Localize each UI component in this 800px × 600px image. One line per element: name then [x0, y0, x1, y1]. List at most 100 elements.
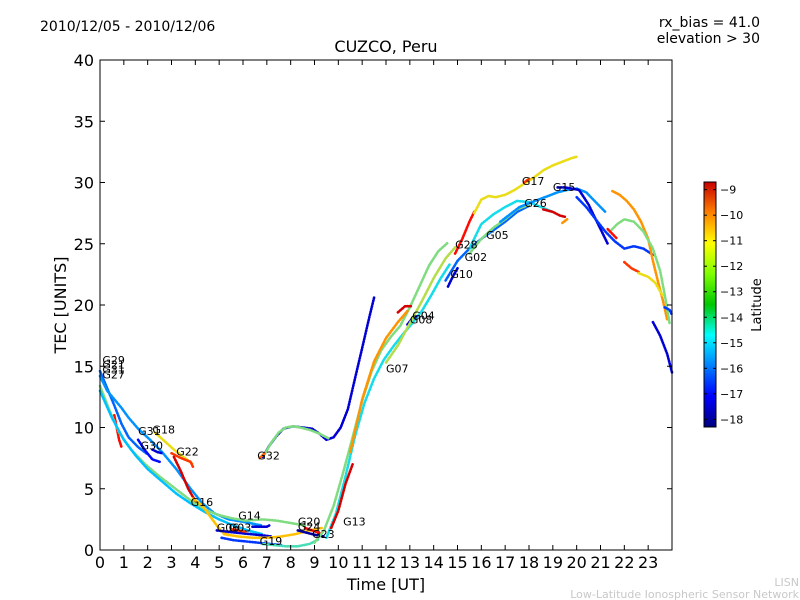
x-tick-label: 14	[423, 553, 443, 572]
satellite-label: G06	[217, 522, 240, 535]
tec-trace-44	[606, 227, 619, 241]
tec-trace-8	[98, 389, 264, 536]
satellite-label: G31	[138, 425, 161, 438]
tec-trace-34	[468, 199, 555, 250]
satellite-label: G29	[102, 354, 125, 367]
tec-trace-41	[575, 195, 655, 257]
y-tick-label: 0	[84, 541, 94, 560]
x-tick-label: 12	[376, 553, 396, 572]
x-tick-label: 15	[447, 553, 467, 572]
tec-trace-32	[453, 210, 476, 255]
satellite-label: G05	[486, 229, 509, 242]
satellite-label: G02	[465, 251, 488, 264]
satellite-label: G30	[141, 440, 164, 453]
satellite-label: G27	[102, 369, 125, 382]
tec-trace-27	[396, 304, 414, 314]
satellite-label: G22	[176, 446, 199, 459]
x-tick-label: 7	[262, 553, 272, 572]
colorbar-tick-label: −10	[720, 209, 743, 222]
tec-trace-12	[170, 451, 195, 469]
satellite-label: G08	[410, 313, 433, 326]
colorbar-tick-label: −11	[720, 235, 743, 248]
tec-trace-38	[556, 186, 610, 246]
x-tick-label: 4	[190, 553, 200, 572]
x-tick-label: 10	[328, 553, 348, 572]
x-tick-label: 9	[309, 553, 319, 572]
date-range: 2010/12/05 - 2010/12/06	[40, 19, 215, 35]
tec-trace-3	[258, 451, 266, 460]
satellite-label: G26	[524, 197, 547, 210]
satellite-label: G20	[298, 516, 321, 529]
tec-trace-20	[251, 524, 271, 529]
x-axis: 0 1 2 3 4 5 6 7 8 9 10 11 12 13 14 15 16 17 18 19 20 21 22 23	[95, 60, 658, 572]
satellite-label: G19	[260, 535, 283, 548]
plot-layer	[98, 155, 674, 548]
x-tick-label: 8	[286, 553, 296, 572]
tec-trace-22	[303, 526, 321, 535]
tec-trace-19	[222, 526, 323, 540]
y-tick-label: 40	[74, 51, 94, 70]
colorbar-tick-label: −18	[720, 413, 743, 426]
y-tick-label: 30	[74, 174, 94, 193]
satellite-label: G03	[229, 522, 252, 535]
x-tick-label: 16	[471, 553, 491, 572]
satellite-label: G15	[553, 181, 576, 194]
x-tick-label: 21	[590, 553, 610, 572]
satellite-label: G07	[386, 362, 409, 375]
satellite-label: G31	[102, 364, 125, 377]
tec-trace-45	[622, 260, 640, 274]
colorbar-tick-label: −14	[720, 311, 743, 324]
tec-trace-47	[651, 320, 674, 374]
rx-bias: rx_bias = 41.0	[659, 15, 760, 31]
tec-trace-40	[561, 218, 569, 225]
tec-trace-48	[663, 306, 674, 317]
x-tick-label: 20	[566, 553, 586, 572]
y-tick-label: 20	[74, 296, 94, 315]
x-tick-label: 23	[638, 553, 658, 572]
tec-trace-26	[348, 309, 409, 454]
tec-trace-15	[215, 529, 273, 538]
x-tick-label: 2	[143, 553, 153, 572]
satellite-label: G16	[191, 496, 214, 509]
satellite-label: G24	[298, 520, 321, 533]
x-tick-label: 5	[214, 553, 224, 572]
elevation-filter: elevation > 30	[657, 31, 760, 47]
tec-trace-24	[325, 262, 452, 540]
x-tick-label: 22	[614, 553, 634, 572]
y-tick-label: 10	[74, 419, 94, 438]
tec-trace-18	[260, 537, 321, 548]
satellite-label: G13	[343, 516, 366, 529]
satellite-label: G14	[238, 509, 261, 522]
x-tick-label: 0	[95, 553, 105, 572]
satellite-label: G17	[522, 175, 545, 188]
y-axis-label: TEC [UNITS]	[51, 257, 70, 355]
y-tick-label: 35	[74, 112, 94, 131]
colorbar-tick-label: −13	[720, 286, 743, 299]
tec-trace-36	[522, 177, 531, 184]
y-tick-label: 25	[74, 235, 94, 254]
satellite-label: G18	[152, 424, 175, 437]
colorbar-tick-label: −9	[720, 184, 736, 197]
x-tick-label: 6	[238, 553, 248, 572]
footer-lisn: LISN	[774, 576, 799, 589]
satellite-label: G32	[257, 449, 280, 462]
tec-trace-9	[136, 438, 161, 464]
tec-trace-42	[611, 189, 669, 322]
colorbar-label: Latitude	[750, 278, 765, 332]
y-tick-label: 15	[74, 357, 94, 376]
tec-trace-39	[541, 208, 567, 219]
colorbar-tick-label: −15	[720, 337, 743, 350]
tec-trace-16	[229, 527, 247, 533]
tec-trace-37	[499, 187, 607, 223]
tec-trace-43	[608, 218, 671, 325]
x-tick-label: 11	[352, 553, 372, 572]
satellite-label: G10	[450, 268, 473, 281]
colorbar	[703, 181, 717, 428]
satellite-label: G23	[312, 528, 335, 541]
tec-trace-10	[151, 448, 164, 455]
x-tick-label: 13	[400, 553, 420, 572]
y-tick-label: 5	[84, 480, 94, 499]
x-tick-label: 18	[519, 553, 539, 572]
